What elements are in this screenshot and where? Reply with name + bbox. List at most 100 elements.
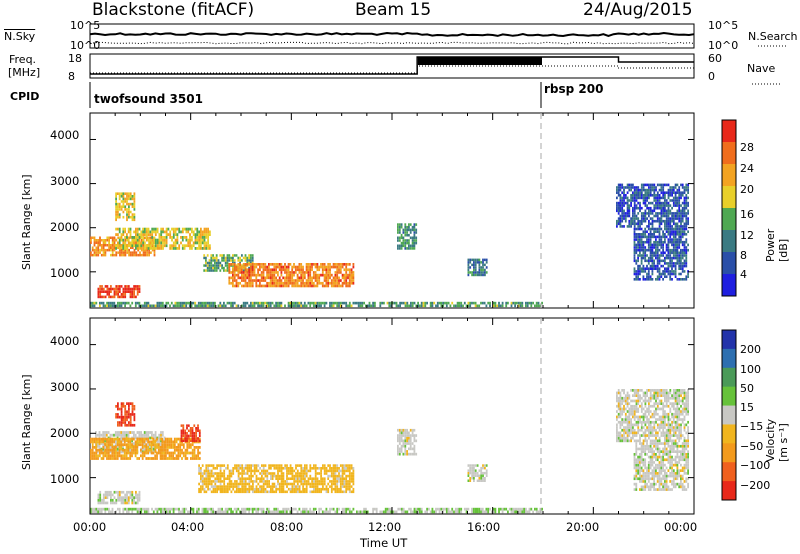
heatmap-cell: [408, 241, 410, 245]
heatmap-cell: [642, 230, 645, 233]
heatmap-cell: [480, 261, 483, 264]
heatmap-cell: [660, 235, 663, 239]
heatmap-cell: [474, 268, 477, 272]
heatmap-cell: [639, 264, 641, 268]
heatmap-cell: [178, 230, 181, 234]
heatmap-cell: [665, 183, 668, 187]
heatmap-cell: [646, 394, 648, 397]
heatmap-cell: [671, 206, 673, 210]
heatmap-cell: [178, 247, 181, 250]
heatmap-cell: [142, 253, 145, 257]
heatmap-cell: [232, 256, 234, 260]
heatmap-cell: [241, 276, 243, 280]
heatmap-cell: [624, 396, 627, 400]
heatmap-cell: [302, 487, 304, 491]
heatmap-cell: [476, 273, 479, 277]
heatmap-cell: [640, 196, 643, 200]
heatmap-cell: [667, 219, 670, 223]
heatmap-cell: [148, 236, 150, 239]
heatmap-cell: [205, 474, 208, 478]
heatmap-cell: [660, 272, 663, 276]
heatmap-cell: [219, 480, 222, 483]
heatmap-cell: [321, 273, 324, 277]
heatmap-cell: [170, 443, 173, 447]
heatmap-cell: [102, 451, 105, 455]
heatmap-cell: [521, 304, 524, 308]
heatmap-cell: [656, 254, 659, 257]
heatmap-cell: [683, 230, 686, 233]
heatmap-cell: [115, 244, 117, 248]
heatmap-cell: [133, 415, 136, 419]
heatmap-cell: [235, 279, 238, 282]
heatmap-cell: [126, 233, 128, 236]
heatmap-cell: [653, 196, 656, 200]
heatmap-cell: [424, 301, 427, 305]
heatmap-cell: [108, 493, 110, 497]
heatmap-cell: [289, 281, 292, 285]
heatmap-cell: [484, 258, 486, 262]
heatmap-cell: [232, 485, 235, 488]
heatmap-cell: [269, 279, 272, 282]
heatmap-cell: [467, 273, 470, 277]
heatmap-cell: [228, 254, 231, 257]
heatmap-cell: [667, 209, 670, 213]
heatmap-cell: [226, 264, 229, 267]
heatmap-cell: [521, 301, 524, 305]
heatmap-cell: [176, 247, 179, 250]
heatmap-cell: [633, 267, 636, 270]
heatmap-cell: [665, 217, 668, 220]
heatmap-cell: [616, 423, 618, 427]
heatmap-cell: [644, 434, 647, 437]
heatmap-cell: [201, 472, 204, 475]
heatmap-cell: [637, 235, 639, 239]
heatmap-cell: [291, 474, 294, 478]
heatmap-cell: [133, 213, 136, 216]
heatmap-cell: [161, 443, 164, 447]
heatmap-cell: [163, 443, 165, 447]
heatmap-cell: [406, 442, 408, 445]
heatmap-cell: [122, 498, 125, 502]
heatmap-cell: [237, 477, 240, 480]
heatmap-cell: [406, 247, 408, 250]
heatmap-cell: [681, 219, 684, 223]
heatmap-cell: [215, 264, 218, 267]
heatmap-cell: [268, 490, 270, 494]
heatmap-cell: [127, 498, 130, 502]
heatmap-cell: [216, 474, 218, 478]
heatmap-cell: [201, 301, 204, 305]
heatmap-cell: [354, 301, 357, 305]
heatmap-cell: [188, 440, 190, 444]
heatmap-cell: [343, 469, 346, 473]
heatmap-cell: [623, 399, 625, 403]
heatmap-cell: [294, 265, 297, 269]
heatmap-cell: [90, 448, 92, 452]
heatmap-cell: [660, 217, 663, 220]
heatmap-cell: [507, 301, 509, 305]
heatmap-cell: [142, 233, 144, 236]
heatmap-cell: [653, 183, 656, 187]
heatmap-cell: [681, 183, 684, 187]
heatmap-cell: [318, 304, 321, 308]
heatmap-cell: [153, 241, 156, 244]
heatmap-cell: [239, 464, 242, 467]
heatmap-cell: [361, 304, 364, 308]
heatmap-cell: [120, 208, 123, 211]
heatmap-cell: [467, 464, 470, 467]
heatmap-cell: [640, 254, 643, 257]
heatmap-cell: [141, 457, 144, 460]
heatmap-cell: [630, 407, 632, 411]
heatmap-cell: [157, 446, 160, 449]
heatmap-cell: [259, 281, 261, 285]
heatmap-cell: [402, 244, 405, 248]
heatmap-cell: [327, 265, 330, 269]
heatmap-cell: [291, 482, 294, 486]
heatmap-cell: [374, 301, 376, 305]
heatmap-cell: [469, 301, 472, 305]
heatmap-cell: [120, 238, 123, 242]
heatmap-cell: [271, 477, 274, 480]
heatmap-cell: [294, 279, 297, 282]
heatmap-cell: [110, 287, 112, 291]
heatmap-cell: [669, 199, 672, 202]
heatmap-cell: [669, 272, 672, 276]
heatmap-cell: [630, 389, 632, 392]
